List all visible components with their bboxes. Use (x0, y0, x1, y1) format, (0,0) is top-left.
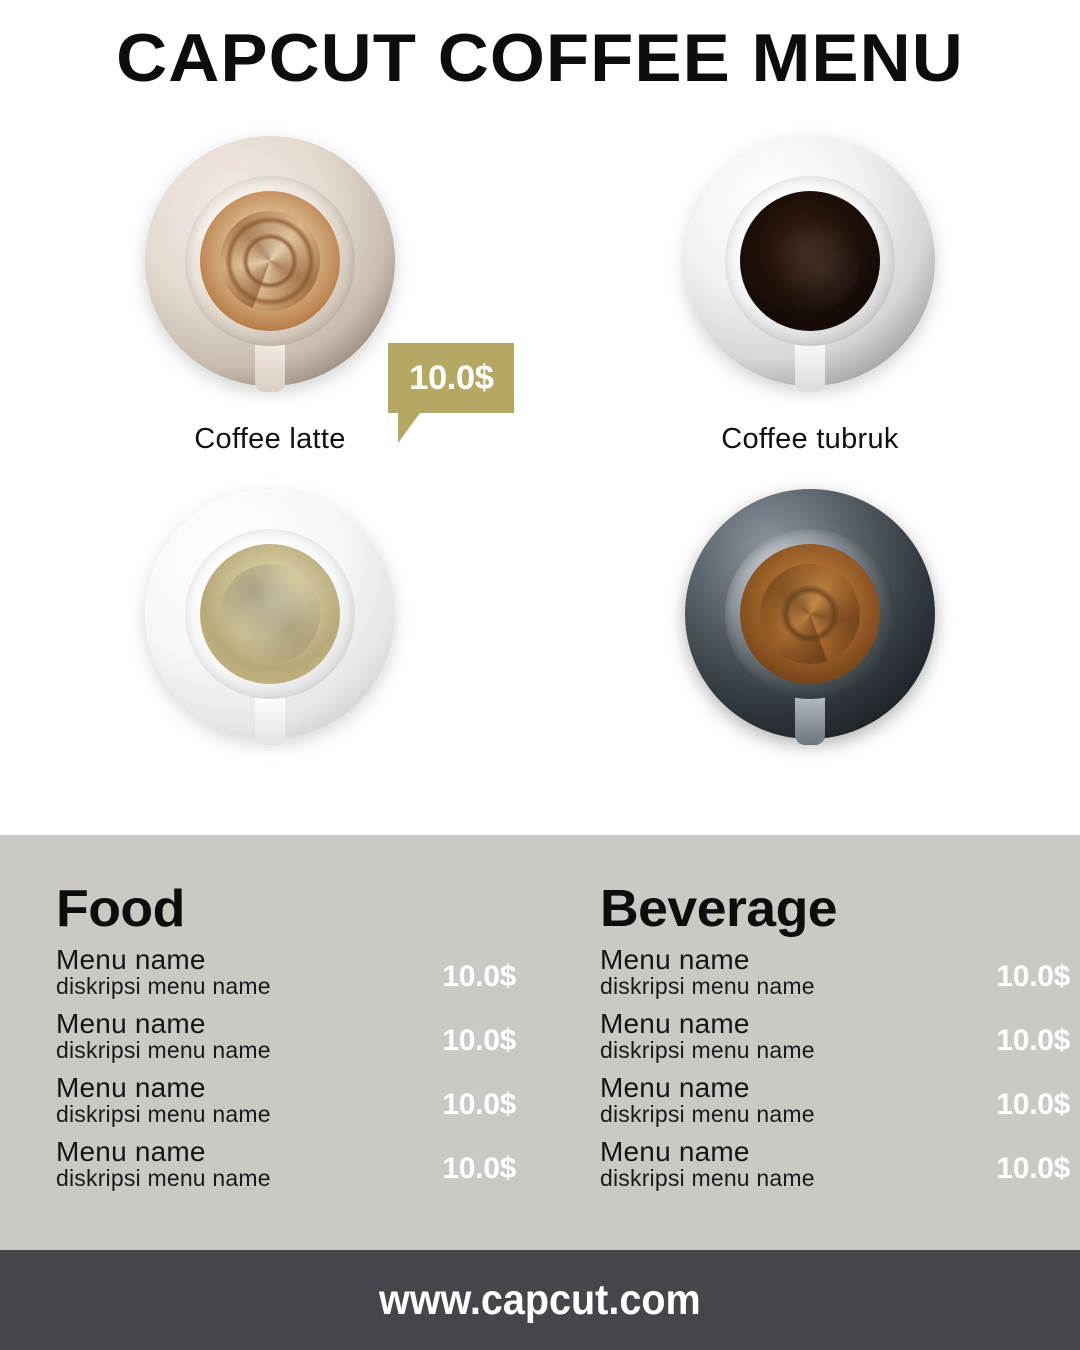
menu-row[interactable]: Menu name diskripsi menu name 10.0$ (600, 1137, 1070, 1201)
menu-item-description: diskripsi menu name (56, 1101, 271, 1128)
menu-item-price: 10.0$ (442, 1152, 516, 1185)
menu-item-name: Menu name (600, 1072, 750, 1103)
menu-item-description: diskripsi menu name (600, 1101, 815, 1128)
menu-item-description: diskripsi menu name (600, 1037, 815, 1064)
coffee-grid: 10.0$ Coffee latte 10.0$ Coffee tubruk 1… (0, 128, 1080, 1163)
cup-handle-shape (795, 340, 825, 392)
coffee-name-latte: Coffee latte (194, 423, 346, 455)
footer-bar: www.capcut.com (0, 1250, 1080, 1350)
page-title: CAPCUT COFFEE MENU (116, 20, 964, 96)
coffee-liquid-shape (740, 191, 880, 331)
menu-row[interactable]: Menu name diskripsi menu name 10.0$ (600, 1073, 1070, 1137)
menu-item-price: 10.0$ (442, 960, 516, 993)
menu-row[interactable]: Menu name diskripsi menu name 10.0$ (56, 1137, 526, 1201)
cup-handle-shape (795, 693, 825, 745)
menu-section-beverage: Beverage Menu name diskripsi menu name 1… (600, 883, 1070, 1201)
menu-band: Food Menu name diskripsi menu name 10.0$… (0, 835, 1080, 1250)
coffee-name-tubruk: Coffee tubruk (721, 423, 899, 455)
menu-item-name: Menu name (56, 1008, 206, 1039)
menu-row[interactable]: Menu name diskripsi menu name 10.0$ (600, 945, 1070, 1009)
cup-handle-shape (255, 340, 285, 392)
coffee-card-latte[interactable]: 10.0$ Coffee latte (0, 128, 540, 481)
menu-row[interactable]: Menu name diskripsi menu name 10.0$ (56, 1009, 526, 1073)
menu-item-price: 10.0$ (996, 960, 1070, 993)
menu-item-price: 10.0$ (442, 1088, 516, 1121)
crema-highlight-shape (760, 211, 860, 311)
coffee-liquid-shape (200, 544, 340, 684)
menu-item-description: diskripsi menu name (56, 1037, 271, 1064)
menu-item-name: Menu name (56, 944, 206, 975)
menu-item-name: Menu name (600, 1008, 750, 1039)
menu-item-name: Menu name (56, 1072, 206, 1103)
latte-art-shape (760, 564, 860, 664)
latte-art-shape (220, 211, 320, 311)
crema-foam-shape (220, 564, 320, 664)
price-label: 10.0$ (408, 358, 494, 397)
section-heading-beverage: Beverage (600, 880, 838, 938)
menu-row[interactable]: Menu name diskripsi menu name 10.0$ (56, 945, 526, 1009)
menu-item-price: 10.0$ (442, 1024, 516, 1057)
menu-row[interactable]: Menu name diskripsi menu name 10.0$ (600, 1009, 1070, 1073)
menu-item-description: diskripsi menu name (56, 973, 271, 1000)
coffee-card-tubruk[interactable]: 10.0$ Coffee tubruk (540, 128, 1080, 481)
coffee-cup-image-coklat (685, 489, 935, 745)
coffee-cup-image-latte (145, 136, 395, 392)
menu-item-price: 10.0$ (996, 1024, 1070, 1057)
menu-item-name: Menu name (600, 1136, 750, 1167)
coffee-card-coklat[interactable]: 10.0$ Coffee coklat (540, 481, 1080, 1163)
coffee-cup-image-tubruk (685, 136, 935, 392)
menu-item-description: diskripsi menu name (600, 973, 815, 1000)
coffee-cup-image-machiato (145, 489, 395, 745)
website-url[interactable]: www.capcut.com (379, 1275, 701, 1324)
menu-item-name: Menu name (56, 1136, 206, 1167)
cup-handle-shape (255, 693, 285, 745)
menu-item-name: Menu name (600, 944, 750, 975)
menu-item-description: diskripsi menu name (56, 1165, 271, 1192)
price-tag-latte: 10.0$ (388, 343, 514, 443)
menu-item-price: 10.0$ (996, 1152, 1070, 1185)
menu-item-price: 10.0$ (996, 1088, 1070, 1121)
menu-section-food: Food Menu name diskripsi menu name 10.0$… (56, 883, 526, 1201)
menu-item-description: diskripsi menu name (600, 1165, 815, 1192)
section-heading-food: Food (56, 880, 185, 938)
menu-row[interactable]: Menu name diskripsi menu name 10.0$ (56, 1073, 526, 1137)
coffee-card-machiato[interactable]: 10.0$ Coffee machiato (0, 481, 540, 1163)
